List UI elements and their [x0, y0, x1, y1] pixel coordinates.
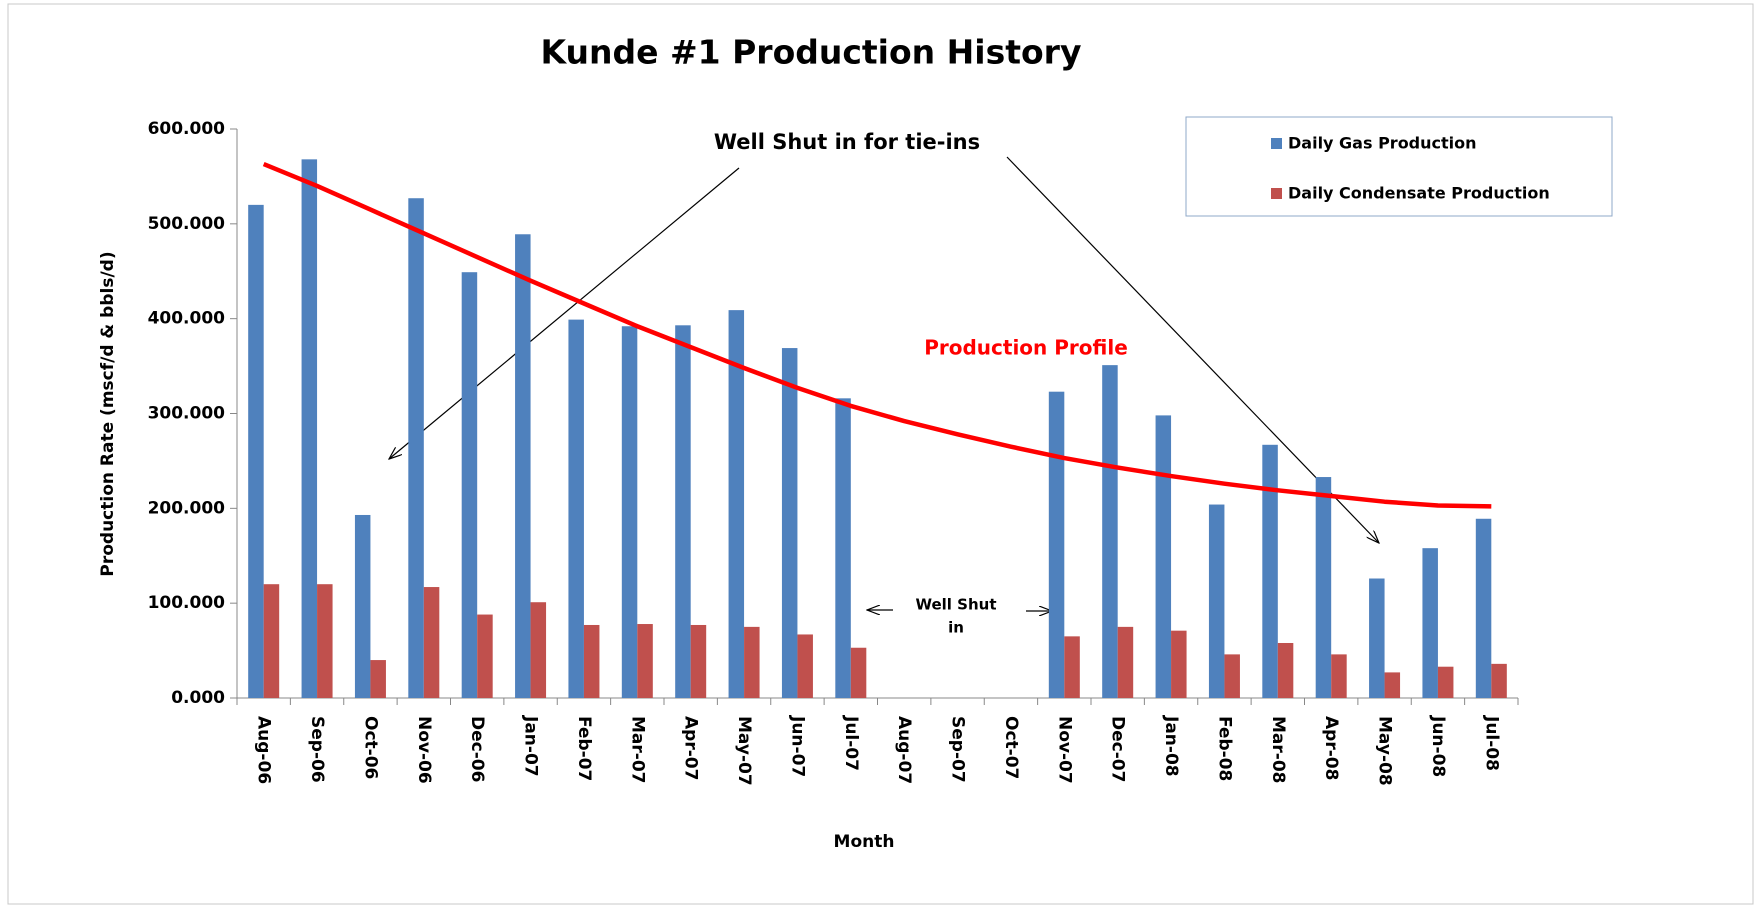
x-tick-label: Feb-07	[574, 716, 594, 781]
profile-label: Production Profile	[924, 336, 1128, 360]
bar	[1048, 391, 1065, 698]
bar	[835, 398, 851, 698]
bar	[423, 587, 440, 698]
bar	[1475, 518, 1492, 698]
bar	[1155, 415, 1172, 698]
bar	[1331, 654, 1347, 698]
x-tick-label: Aug-07	[894, 716, 914, 784]
bar	[1384, 672, 1401, 698]
bar	[1422, 548, 1438, 698]
annotation: Well Shut in for tie-ins	[714, 130, 980, 154]
bar	[461, 272, 478, 698]
legend-label: Daily Condensate Production	[1288, 184, 1550, 203]
bar	[530, 602, 547, 698]
x-tick-label: Dec-06	[467, 716, 487, 782]
x-tick-label: Apr-07	[681, 716, 701, 780]
bar	[744, 626, 760, 698]
x-tick-label: Feb-08	[1214, 716, 1234, 781]
legend-box	[1185, 116, 1613, 217]
x-tick-label: Mar-07	[627, 716, 647, 784]
x-tick-label: Jun-08	[1428, 715, 1448, 777]
y-tick-label: 500.000	[148, 214, 226, 234]
bar	[583, 624, 600, 698]
x-tick-label: Jun-07	[787, 715, 807, 777]
bar	[1491, 663, 1507, 698]
x-tick-label: Nov-06	[414, 716, 434, 784]
bar	[781, 348, 798, 698]
x-tick-label: May-08	[1375, 716, 1395, 786]
bar	[621, 326, 638, 698]
x-tick-label: Jul-08	[1481, 715, 1501, 771]
y-tick-label: 100.000	[148, 593, 226, 613]
x-tick-label: Jan-07	[521, 715, 541, 777]
annotation: in	[948, 619, 964, 637]
bar	[248, 204, 264, 698]
x-tick-label: Oct-06	[360, 716, 380, 779]
bar	[1171, 630, 1187, 698]
legend-swatch	[1271, 188, 1282, 199]
bar	[1277, 642, 1294, 698]
legend-label: Daily Gas Production	[1288, 134, 1477, 153]
frame	[7, 3, 1754, 905]
y-axis-label: Production Rate (mscf/d & bbls/d)	[98, 251, 118, 576]
bar	[690, 624, 707, 698]
x-tick-label: Jan-08	[1161, 715, 1181, 777]
x-axis-label: Month	[834, 832, 895, 852]
x-tick-label: Dec-07	[1108, 716, 1128, 782]
y-tick-label: 0.000	[171, 688, 225, 708]
bar	[515, 234, 531, 698]
bar	[1064, 636, 1080, 698]
bar	[1117, 626, 1134, 698]
y-tick-label: 300.000	[148, 404, 226, 424]
bar	[370, 660, 386, 698]
x-tick-label: Oct-07	[1001, 716, 1021, 779]
bar	[1369, 578, 1385, 698]
annotation: Well Shut	[915, 596, 996, 614]
bar	[568, 319, 584, 698]
bar	[1208, 504, 1225, 698]
bar	[408, 198, 424, 698]
bar	[728, 310, 745, 698]
x-tick-label: May-07	[734, 716, 754, 786]
bar	[263, 584, 280, 698]
bar	[1102, 365, 1118, 698]
x-tick-label: Apr-08	[1321, 716, 1341, 780]
profile-line	[262, 162, 1492, 509]
x-tick-label: Mar-08	[1268, 716, 1288, 784]
bar	[637, 624, 653, 698]
bar	[301, 159, 318, 698]
bar	[477, 614, 493, 698]
x-tick-label: Jul-07	[841, 715, 861, 771]
bar	[354, 514, 371, 698]
x-tick-label: Aug-06	[254, 716, 274, 784]
bar	[317, 584, 333, 698]
bar	[1224, 654, 1240, 698]
arrow	[389, 167, 740, 459]
bar	[850, 647, 867, 698]
y-tick-label: 400.000	[148, 309, 226, 329]
y-tick-label: 200.000	[148, 498, 226, 518]
bar	[797, 634, 813, 698]
bar	[1315, 477, 1332, 698]
x-tick-label: Sep-06	[307, 716, 327, 783]
x-tick-label: Nov-07	[1054, 716, 1074, 784]
legend-swatch	[1271, 138, 1282, 149]
y-tick-label: 600.000	[148, 119, 226, 139]
x-tick-label: Sep-07	[948, 716, 968, 783]
bar	[1437, 666, 1454, 698]
chart-title: Kunde #1 Production History	[541, 33, 1082, 72]
bar	[675, 325, 691, 698]
bar	[1262, 444, 1278, 698]
